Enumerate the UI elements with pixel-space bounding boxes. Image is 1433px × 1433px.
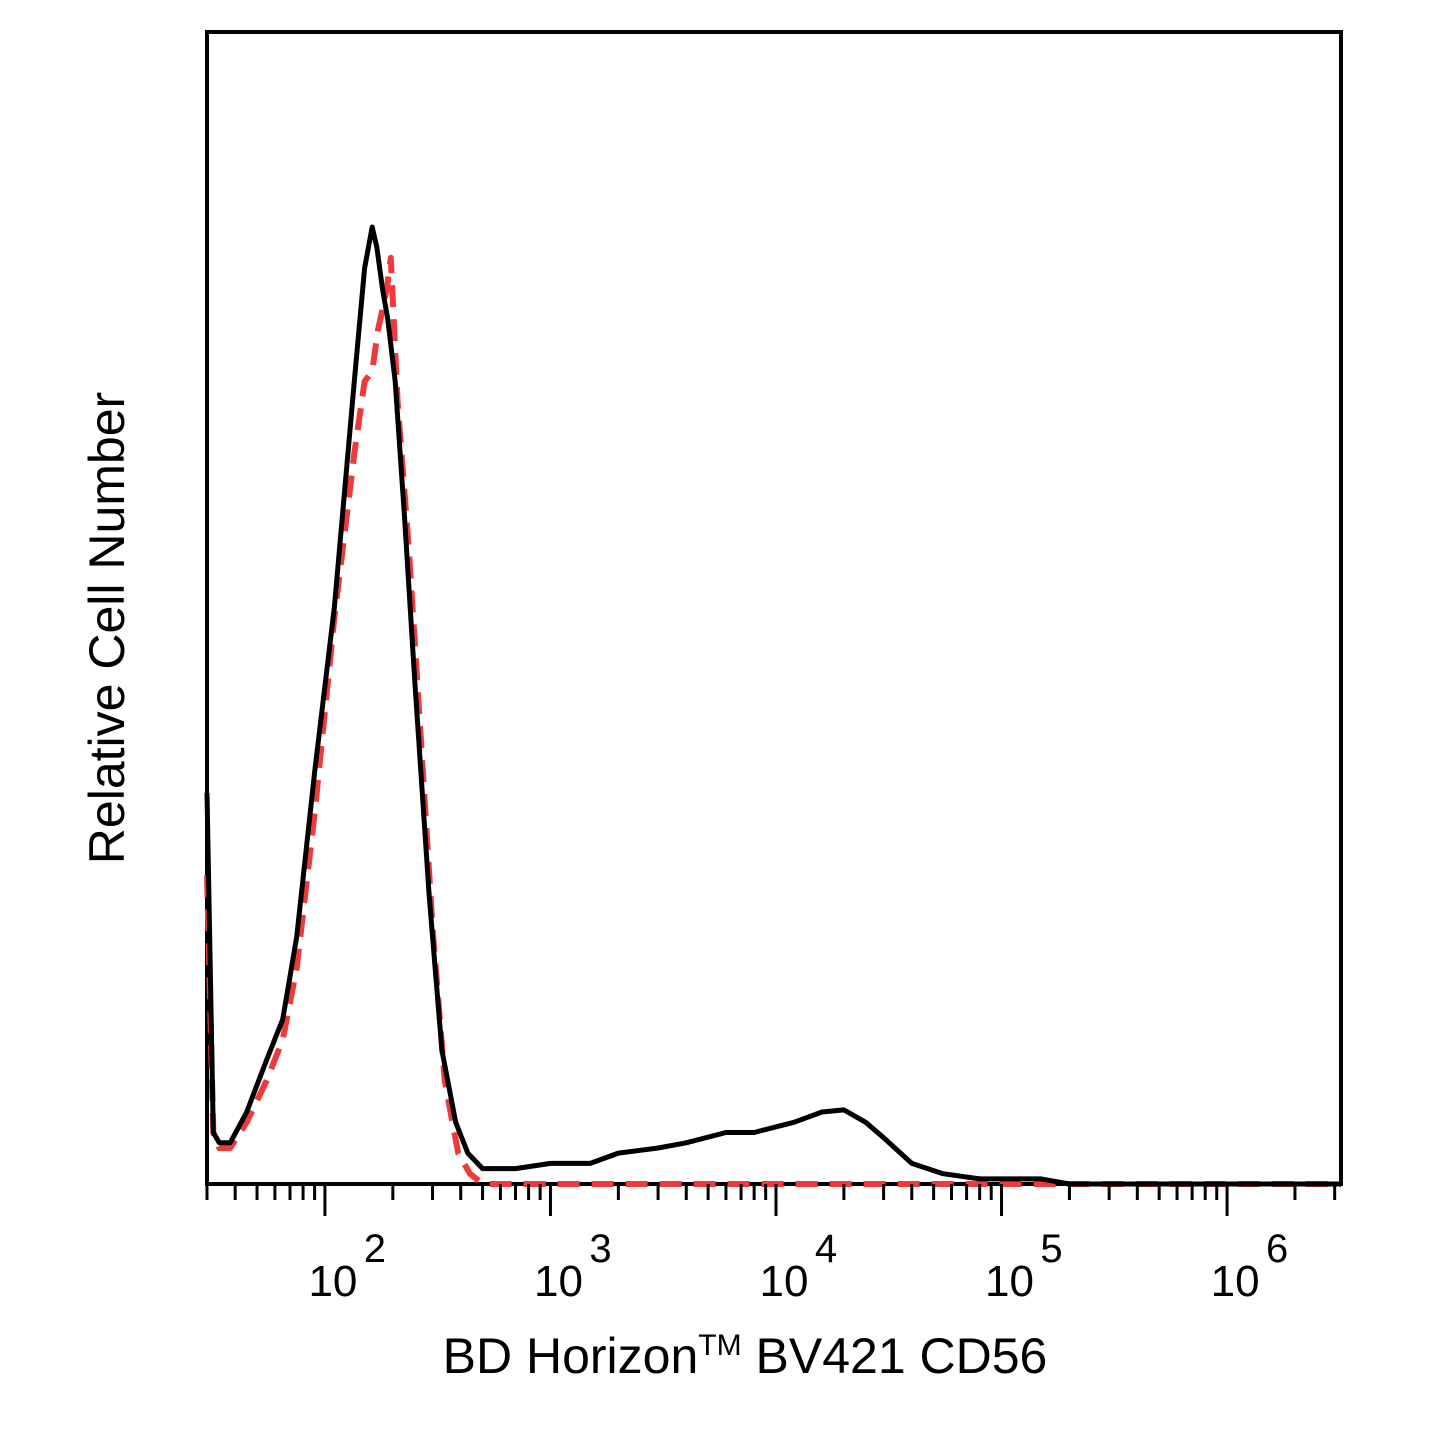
x-axis-ticks [205,1184,1337,1216]
x-axis-title-main: BD Horizon [443,1328,699,1384]
x-axis-title: BD HorizonTM BV421 CD56 [443,1328,1048,1384]
plot-frame [205,30,1343,1186]
tick-label-base: 10 [534,1257,583,1306]
plot-border [205,30,1343,1186]
x-axis-title-trademark: TM [698,1329,741,1362]
series-line-stained [204,224,1341,1187]
tick-label-exponent: 4 [815,1227,837,1271]
tick-label-exponent: 2 [364,1227,386,1271]
tick-label-exponent: 3 [589,1227,611,1271]
tick-label-base: 10 [1211,1257,1260,1306]
series-line-isotype-control [204,254,1341,1187]
series-layer [204,224,1341,1187]
tick-label-exponent: 5 [1040,1227,1062,1271]
tick-label-exponent: 6 [1266,1227,1288,1271]
tick-label-base: 10 [985,1257,1034,1306]
tick-label-base: 10 [308,1257,357,1306]
y-axis-title: Relative Cell Number [79,392,135,864]
x-axis-title-rest: BV421 CD56 [742,1328,1048,1384]
tick-label-base: 10 [760,1257,809,1306]
